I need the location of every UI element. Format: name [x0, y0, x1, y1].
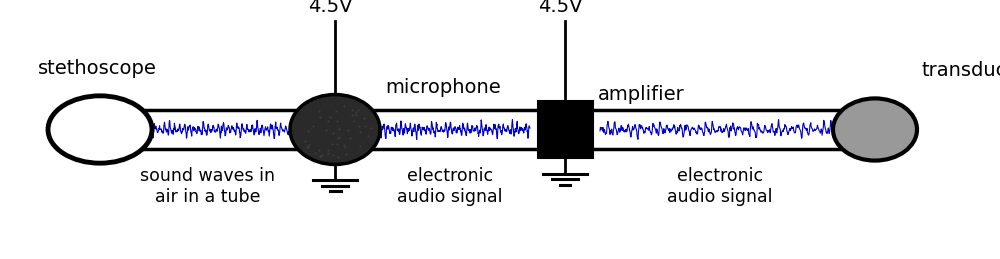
Ellipse shape: [48, 96, 152, 163]
Ellipse shape: [833, 98, 917, 161]
Text: electronic
audio signal: electronic audio signal: [397, 167, 503, 206]
Ellipse shape: [290, 95, 380, 164]
Text: sound waves in
air in a tube: sound waves in air in a tube: [140, 167, 275, 206]
Text: amplifier: amplifier: [597, 85, 684, 104]
Text: electronic
audio signal: electronic audio signal: [667, 167, 773, 206]
Text: transducer: transducer: [922, 61, 1000, 80]
Text: 4.5V: 4.5V: [538, 0, 582, 16]
Text: 4.5V: 4.5V: [308, 0, 352, 16]
Bar: [538, 101, 592, 158]
Text: microphone: microphone: [385, 78, 501, 97]
Text: stethoscope: stethoscope: [38, 59, 157, 78]
